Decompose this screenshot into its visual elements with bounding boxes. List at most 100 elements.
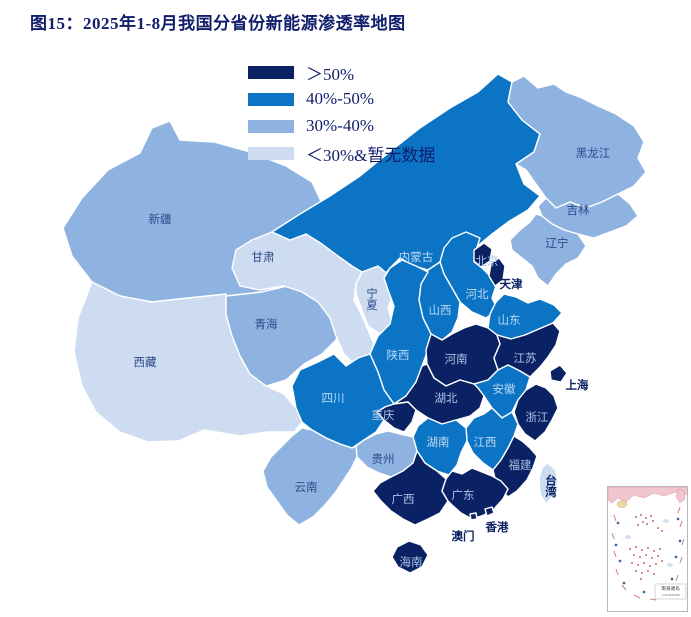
inset-boundary-dash [649, 598, 657, 601]
inset-shoal [663, 519, 669, 523]
inset-island-dot [652, 520, 654, 522]
province-label-shaanxi: 陕西 [387, 348, 410, 362]
legend-swatch-40-50 [248, 92, 294, 106]
legend-label-gt50: ＞50% [306, 64, 355, 84]
province-label-ningxia: 宁夏 [366, 286, 378, 312]
legend-row-30-40: 30%-40% [248, 116, 435, 135]
inset-label-box [654, 583, 687, 600]
legend-label-30-40: 30%-40% [306, 116, 374, 135]
inset-island-dot [645, 517, 647, 519]
inset-island-dot [635, 516, 637, 518]
inset-island-dot [637, 564, 639, 566]
province-hainan [391, 540, 429, 574]
province-shanghai [549, 364, 568, 383]
inset-boundary-dash [613, 514, 617, 522]
inset-island-dot [641, 572, 643, 574]
inset-hainan-island [616, 500, 628, 508]
legend-swatch-gt50 [248, 65, 294, 79]
inset-island-dot [651, 557, 653, 559]
province-label-beijing: 北京 [476, 254, 499, 268]
inset-island-dot [661, 560, 663, 562]
province-label-liaoning: 辽宁 [546, 236, 569, 250]
province-label-zhejiang: 浙江 [526, 411, 549, 424]
inset-boundary-dash [681, 538, 685, 546]
province-chongqing [376, 401, 417, 433]
province-label-guangxi: 广西 [392, 493, 415, 506]
inset-boundary-dash [675, 574, 679, 582]
inset-shoal [667, 563, 673, 567]
map-legend: ＞50% 40%-50% 30%-40% ＜30%&暂无数据 [248, 63, 435, 165]
inset-island-dot [655, 563, 657, 565]
province-label-jiangxi: 江西 [474, 436, 497, 449]
inset-island-dot [657, 555, 659, 557]
inset-marker-dot [642, 590, 646, 594]
province-fujian [492, 435, 538, 498]
province-taiwan [538, 462, 559, 505]
province-label-sichuan: 四川 [322, 392, 345, 405]
province-label-hebei: 河北 [466, 288, 489, 301]
province-label-shanxi: 山西 [429, 304, 452, 317]
inset-scale-text: 1:32 000 000 [662, 593, 680, 597]
inset-boundary-dash [633, 594, 641, 599]
inset-island-dot [650, 515, 652, 517]
inset-mainland [607, 486, 690, 504]
inset-marker-dot [614, 543, 618, 547]
province-macau [469, 512, 478, 521]
inset-marker-dot [674, 555, 678, 559]
inset-island-dot [659, 548, 661, 550]
legend-swatch-lt30 [248, 146, 294, 160]
province-label-macau: 澳门 [452, 529, 475, 543]
inset-marker-dot [622, 581, 626, 585]
province-label-yunnan: 云南 [295, 480, 318, 494]
inset-boundary-dash [679, 556, 683, 564]
province-label-gansu: 甘肃 [252, 251, 275, 264]
inset-title: 南海诸岛 [661, 585, 680, 592]
province-label-inner-mongolia: 内蒙古 [399, 250, 434, 264]
inset-island-dot [657, 527, 659, 529]
province-label-chongqing: 重庆 [372, 408, 395, 422]
inset-island-dot [661, 530, 663, 532]
inset-boundary-dash [679, 520, 683, 528]
inset-taiwan [675, 488, 686, 504]
province-label-tianjin: 天津 [500, 277, 523, 291]
province-tianjin [488, 257, 506, 287]
province-hongkong [484, 506, 495, 517]
province-beijing [473, 242, 493, 268]
inset-island-dot [645, 554, 647, 556]
inset-island-dot [641, 549, 643, 551]
inset-island-dot [643, 562, 645, 564]
province-label-hubei: 湖北 [435, 391, 458, 405]
legend-label-lt30: ＜30%&暂无数据 [306, 145, 436, 165]
province-label-jiangsu: 江苏 [514, 352, 537, 365]
legend-swatch-30-40 [248, 119, 294, 133]
province-label-taiwan: 台湾 [545, 473, 557, 499]
province-label-hongkong: 香港 [485, 520, 509, 534]
inset-island-dot [631, 562, 633, 564]
inset-boundary-dash [677, 506, 681, 514]
inset-marker-dot [618, 559, 622, 563]
inset-marker-dot [678, 539, 682, 543]
inset-island-dot [647, 547, 649, 549]
inset-island-dot [642, 521, 644, 523]
province-label-shandong: 山东 [498, 314, 521, 327]
province-label-fujian: 福建 [509, 458, 532, 472]
province-label-hainan: 海南 [400, 555, 423, 569]
inset-island-dot [635, 570, 637, 572]
inset-island-dot [649, 565, 651, 567]
province-yunnan [262, 427, 358, 526]
inset-island-dot [653, 573, 655, 575]
province-label-qinghai: 青海 [255, 317, 278, 331]
inset-boundary-dash [611, 532, 615, 540]
inset-island-dot [635, 546, 637, 548]
legend-row-lt30: ＜30%&暂无数据 [248, 144, 435, 165]
province-guangdong [441, 467, 509, 520]
province-label-shanghai: 上海 [566, 378, 589, 392]
inset-shoal [625, 535, 631, 539]
inset-island-dot [633, 554, 635, 556]
inset-island-dot [646, 523, 648, 525]
legend-label-40-50: 40%-50% [306, 89, 374, 108]
province-zhejiang [513, 383, 559, 442]
south-china-sea-inset: 南海诸岛 1:32 000 000 [607, 486, 690, 612]
